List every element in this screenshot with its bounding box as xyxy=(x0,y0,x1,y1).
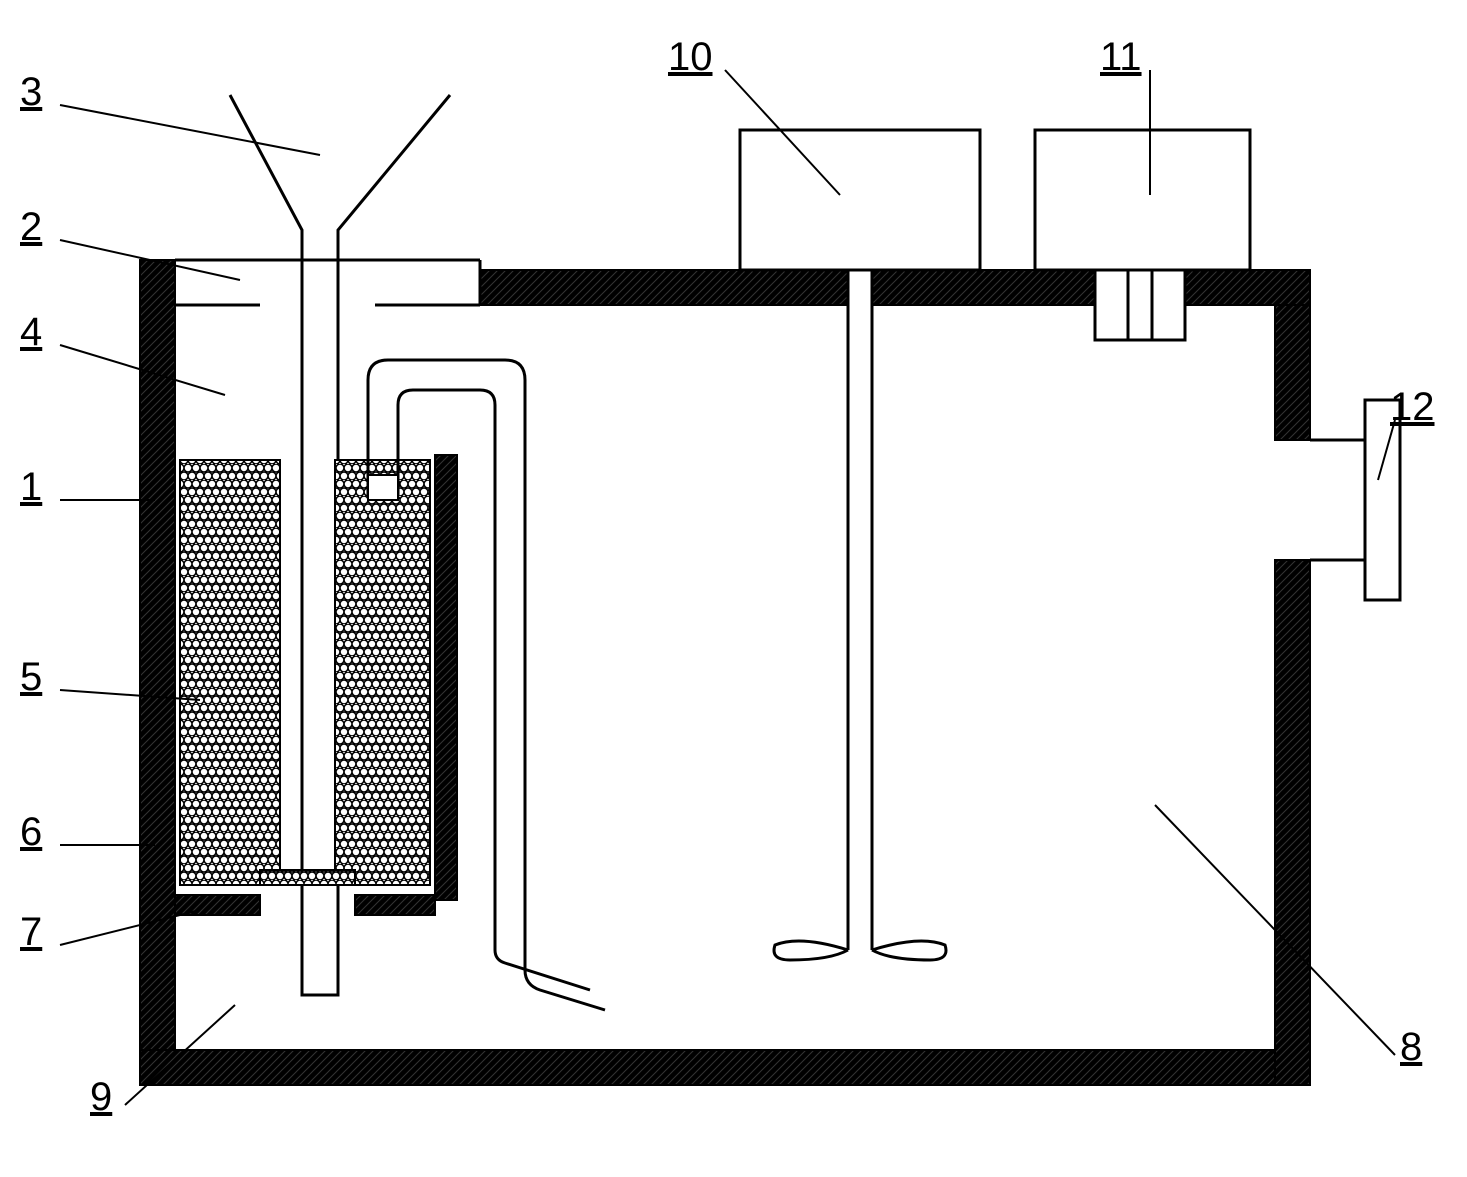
label-9: 9 xyxy=(90,1075,112,1120)
filter-mesh-left xyxy=(180,460,280,885)
label-3: 3 xyxy=(20,70,42,115)
label-5: 5 xyxy=(20,655,42,700)
filter-mesh-right xyxy=(335,460,430,885)
filter-mesh-bottom xyxy=(260,870,355,885)
label-12: 12 xyxy=(1390,385,1435,430)
vessel-right-wall-lower xyxy=(1275,560,1310,1085)
label-10: 10 xyxy=(668,35,713,80)
label-7: 7 xyxy=(20,910,42,955)
left-chamber-lid xyxy=(175,260,480,305)
label-8: 8 xyxy=(1400,1025,1422,1070)
outlet-pipe xyxy=(1310,400,1400,600)
vessel-bottom-wall xyxy=(140,1050,1310,1085)
schematic-svg xyxy=(0,0,1467,1172)
stirrer xyxy=(740,130,980,960)
label-2: 2 xyxy=(20,205,42,250)
inner-partition xyxy=(435,455,457,900)
label-4: 4 xyxy=(20,310,42,355)
label-1: 1 xyxy=(20,465,42,510)
vessel-left-wall xyxy=(140,260,175,1085)
diagram-container: 1 2 3 4 5 6 7 8 9 10 11 12 xyxy=(0,0,1467,1172)
filter-base-right xyxy=(355,895,435,915)
label-6: 6 xyxy=(20,810,42,855)
filter-base-left xyxy=(175,895,260,915)
label-11: 11 xyxy=(1100,35,1142,80)
motor xyxy=(1035,130,1250,340)
